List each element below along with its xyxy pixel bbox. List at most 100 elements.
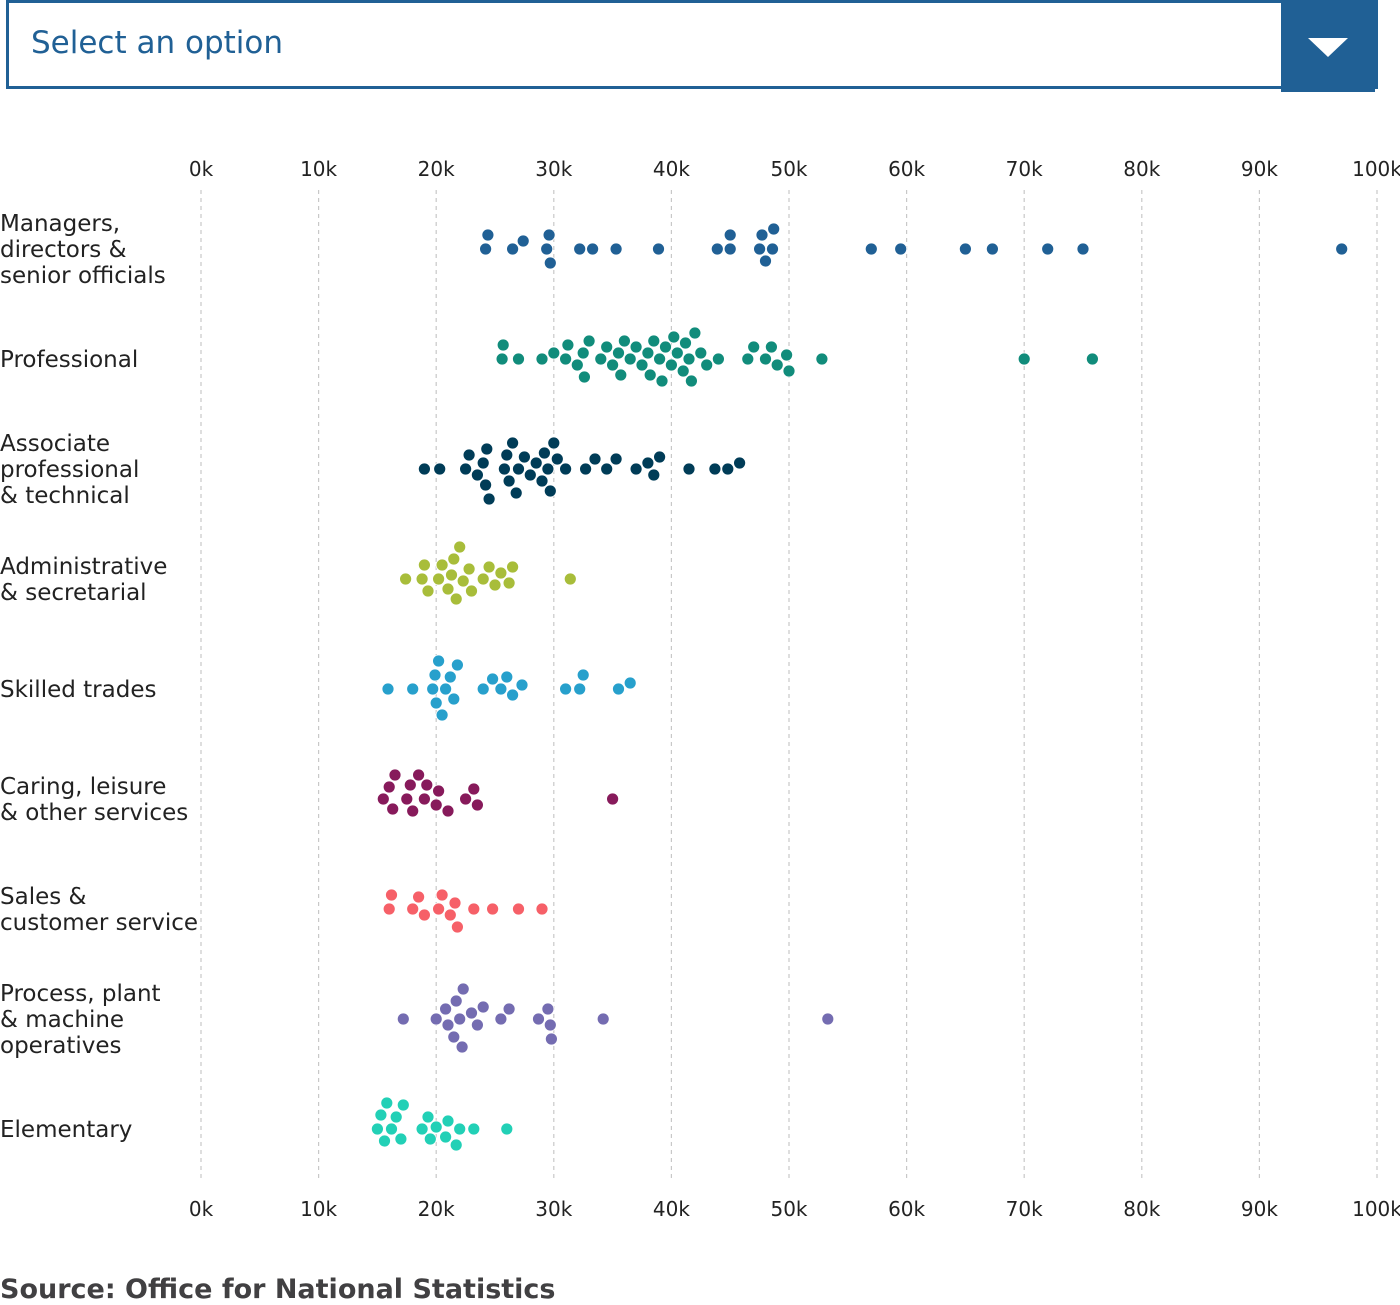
data-point[interactable] [428, 668, 442, 682]
data-point[interactable] [406, 682, 420, 696]
data-point[interactable] [417, 908, 431, 922]
data-point[interactable] [481, 228, 495, 242]
data-point[interactable] [655, 374, 669, 388]
data-point[interactable] [494, 682, 508, 696]
data-point[interactable] [385, 888, 398, 902]
data-point[interactable] [381, 682, 395, 696]
data-point[interactable] [612, 682, 625, 696]
data-point[interactable] [894, 242, 908, 256]
data-point[interactable] [449, 592, 463, 606]
data-point[interactable] [600, 340, 614, 354]
data-point[interactable] [688, 326, 702, 340]
data-point[interactable] [443, 908, 457, 922]
data-point[interactable] [573, 682, 587, 696]
data-point[interactable] [766, 242, 779, 256]
data-point[interactable] [476, 1000, 490, 1014]
data-point[interactable] [486, 672, 500, 686]
data-point[interactable] [538, 446, 551, 460]
data-point[interactable] [450, 658, 464, 672]
data-point[interactable] [782, 364, 796, 378]
data-point[interactable] [502, 474, 516, 488]
data-point[interactable] [759, 352, 772, 366]
data-point[interactable] [441, 804, 455, 818]
data-point[interactable] [864, 242, 878, 256]
data-point[interactable] [588, 452, 602, 466]
data-point[interactable] [609, 452, 623, 466]
data-point[interactable] [420, 778, 434, 792]
data-point[interactable] [723, 242, 737, 256]
data-point[interactable] [647, 334, 661, 348]
data-point[interactable] [629, 340, 643, 354]
data-point[interactable] [647, 468, 661, 482]
data-point[interactable] [496, 338, 510, 352]
data-point[interactable] [623, 352, 637, 366]
data-point[interactable] [600, 462, 614, 476]
data-point[interactable] [500, 448, 514, 462]
data-point[interactable] [382, 780, 396, 794]
data-point[interactable] [676, 364, 690, 378]
data-point[interactable] [433, 462, 447, 476]
data-point[interactable] [710, 242, 724, 256]
data-point[interactable] [389, 1110, 403, 1124]
data-point[interactable] [512, 902, 525, 916]
data-point[interactable] [417, 462, 431, 476]
data-point[interactable] [543, 1018, 557, 1032]
data-point[interactable] [509, 486, 523, 500]
data-point[interactable] [456, 574, 470, 588]
data-point[interactable] [652, 242, 665, 256]
data-point[interactable] [723, 228, 737, 242]
data-point[interactable] [482, 560, 496, 574]
data-point[interactable] [465, 1006, 478, 1020]
data-point[interactable] [479, 478, 493, 492]
data-point[interactable] [576, 668, 590, 682]
data-point[interactable] [685, 374, 698, 388]
data-point[interactable] [780, 348, 793, 362]
data-point[interactable] [459, 462, 473, 476]
data-point[interactable] [488, 578, 502, 592]
data-point[interactable] [543, 484, 557, 498]
data-point[interactable] [449, 994, 463, 1008]
data-point[interactable] [453, 1122, 467, 1136]
data-point[interactable] [447, 1030, 461, 1044]
data-point[interactable] [815, 352, 829, 366]
data-point[interactable] [439, 1130, 453, 1144]
data-point[interactable] [641, 346, 655, 360]
data-point[interactable] [659, 340, 672, 354]
data-point[interactable] [453, 540, 467, 554]
data-point[interactable] [447, 692, 461, 706]
data-point[interactable] [396, 1012, 410, 1026]
data-point[interactable] [606, 358, 619, 372]
occupation-select[interactable]: Select an option [6, 0, 1378, 92]
data-point[interactable] [541, 462, 555, 476]
data-point[interactable] [721, 462, 735, 476]
data-point[interactable] [406, 804, 420, 818]
data-point[interactable] [467, 782, 481, 796]
data-point[interactable] [476, 456, 490, 470]
data-point[interactable] [462, 562, 476, 576]
dropdown-toggle-button[interactable] [1281, 0, 1375, 92]
data-point[interactable] [480, 442, 494, 456]
data-point[interactable] [1076, 242, 1090, 256]
data-point[interactable] [476, 682, 490, 696]
data-point[interactable] [494, 1012, 508, 1026]
data-point[interactable] [432, 784, 446, 798]
data-point[interactable] [502, 1002, 516, 1016]
data-point[interactable] [435, 558, 449, 572]
data-point[interactable] [563, 572, 577, 586]
data-point[interactable] [443, 670, 457, 684]
data-point[interactable] [445, 568, 458, 582]
data-point[interactable] [421, 1110, 435, 1124]
data-point[interactable] [641, 456, 655, 470]
data-point[interactable] [765, 340, 778, 354]
data-point[interactable] [432, 654, 446, 668]
data-point[interactable] [449, 1138, 463, 1152]
data-point[interactable] [1017, 352, 1031, 366]
data-point[interactable] [394, 1132, 408, 1146]
data-point[interactable] [412, 890, 426, 904]
data-point[interactable] [470, 468, 484, 482]
data-point[interactable] [406, 902, 420, 916]
data-point[interactable] [439, 682, 453, 696]
data-point[interactable] [612, 346, 625, 360]
data-point[interactable] [386, 802, 400, 816]
data-point[interactable] [547, 346, 561, 360]
